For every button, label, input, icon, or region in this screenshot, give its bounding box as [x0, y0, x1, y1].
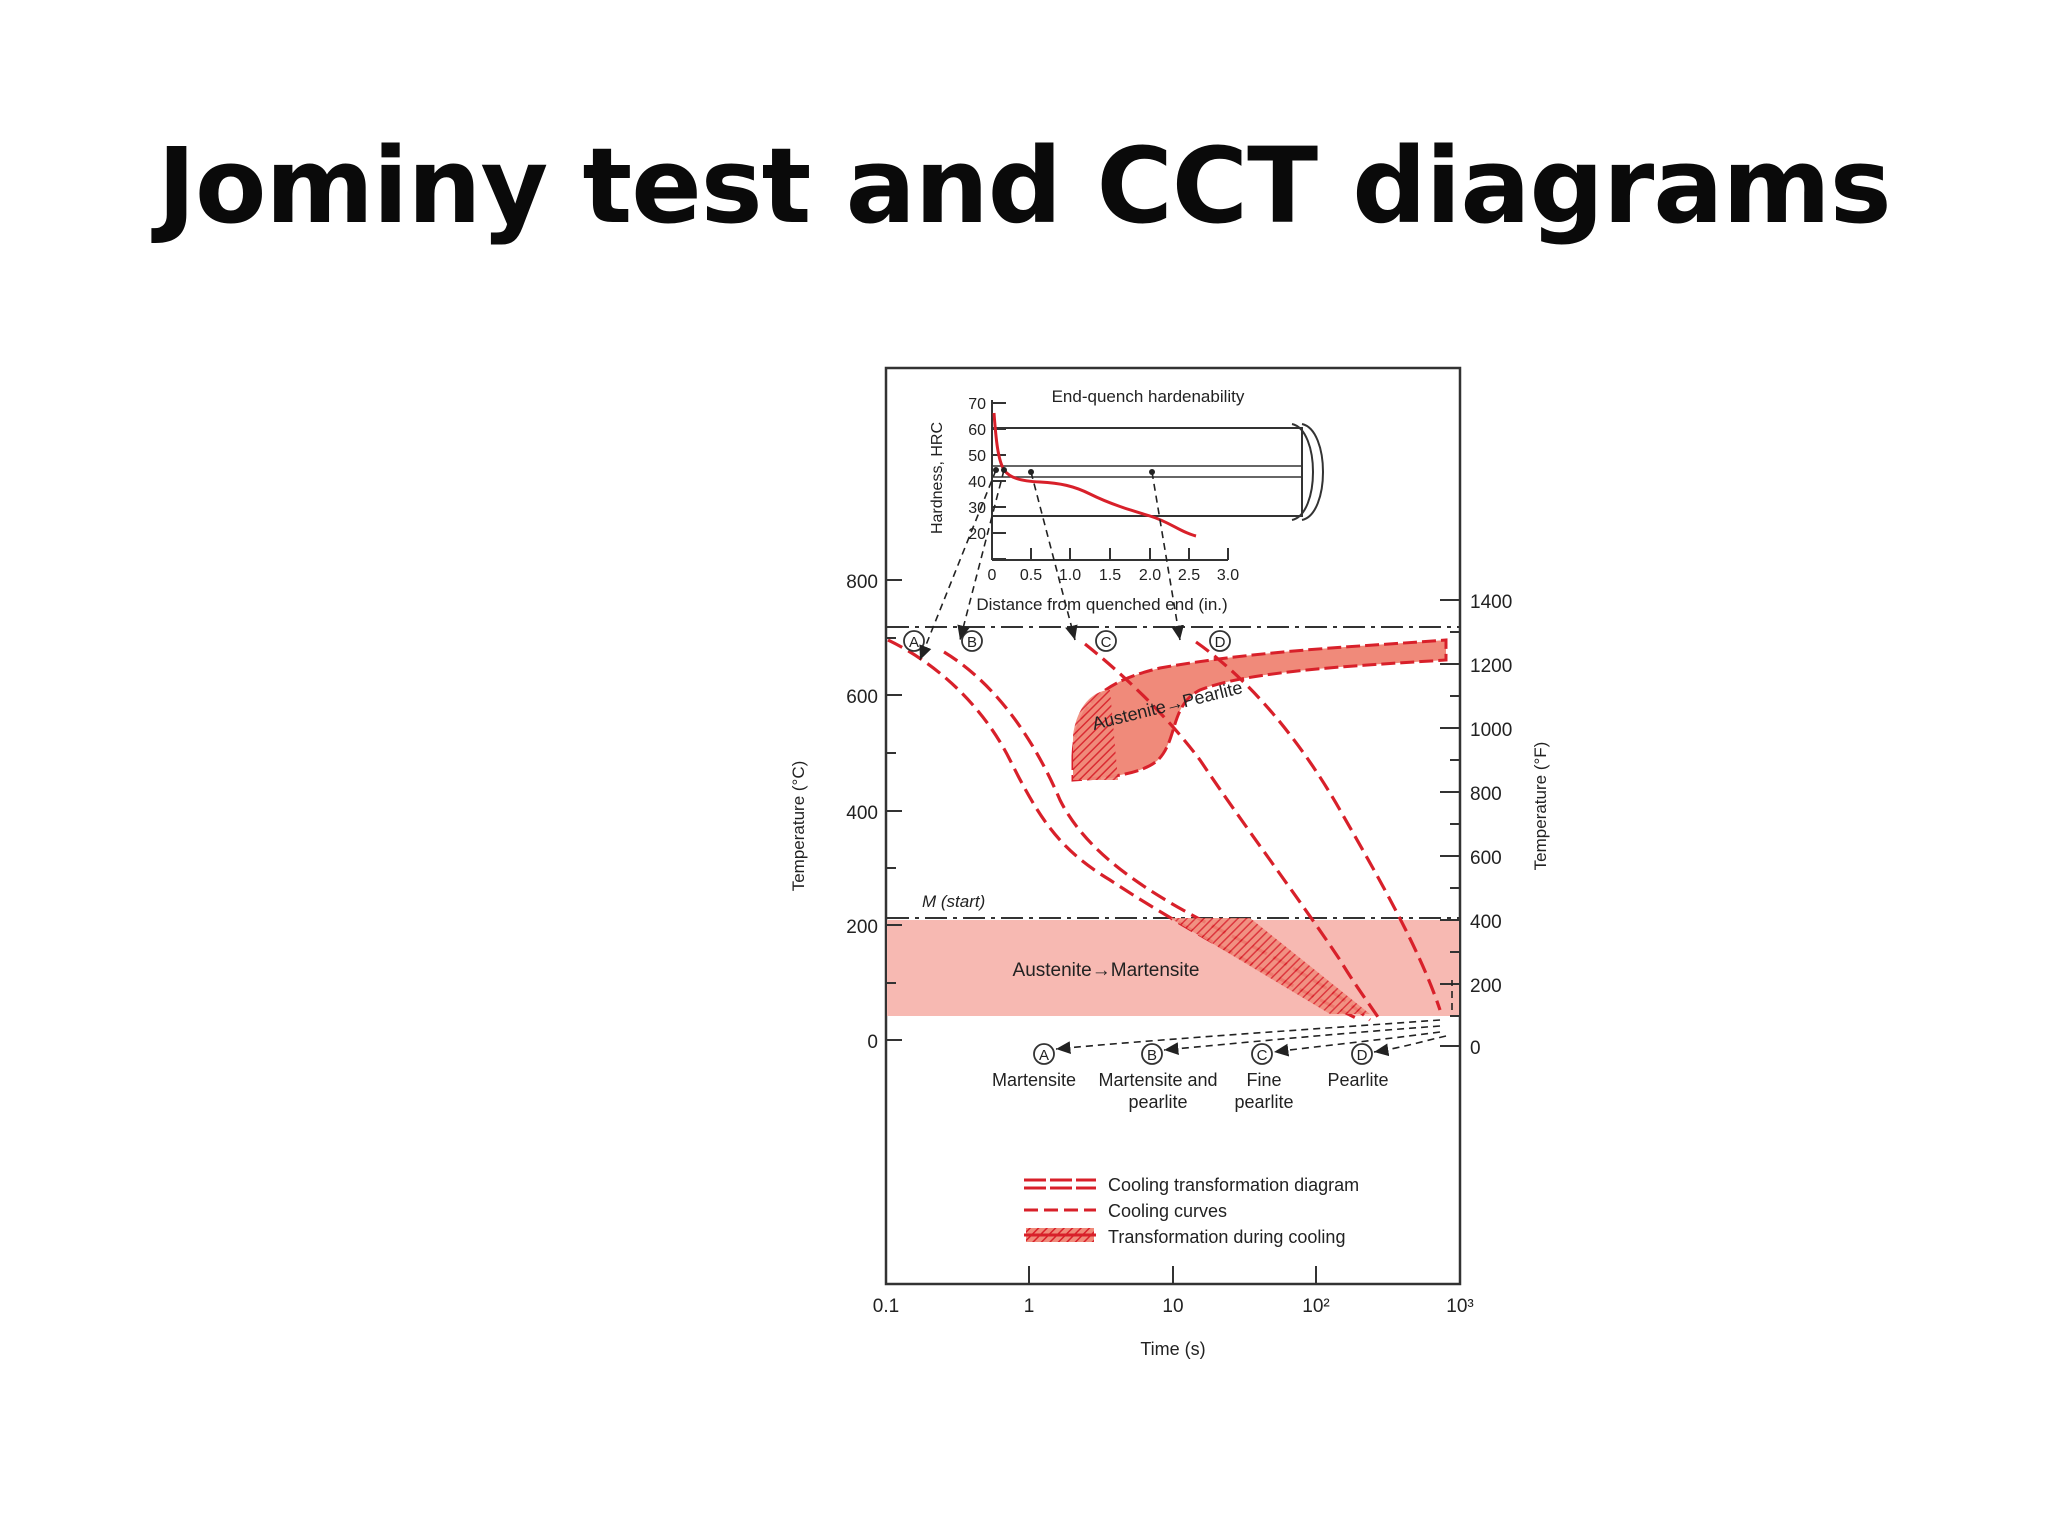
inset-x-tick-2-5: 2.5 — [1178, 567, 1200, 584]
jominy-link-c — [1030, 471, 1078, 641]
y-tick-f-1200: 1200 — [1470, 656, 1512, 677]
y-tick-f-400: 400 — [1470, 912, 1502, 933]
inset-title: End-quench hardenability — [1052, 387, 1245, 406]
legend-cct: Cooling transformation diagram — [1108, 1175, 1359, 1195]
inset-x-tick-0-5: 0.5 — [1020, 567, 1042, 584]
curve-marker-a: A — [909, 634, 919, 651]
y-tick-c-200: 200 — [846, 917, 878, 938]
y-tick-f-800: 800 — [1470, 784, 1502, 805]
y-tick-c-0: 0 — [867, 1032, 878, 1053]
cooling-curve-c — [1084, 642, 1382, 1021]
hardness-curve — [992, 412, 1197, 538]
x-tick-100: 10² — [1302, 1296, 1329, 1317]
x-tick-1: 1 — [1024, 1296, 1035, 1317]
product-label-c: Fine pearlite — [1234, 1070, 1293, 1112]
inset-y-label: Hardness, HRC — [929, 422, 946, 534]
arrow-to-product-c — [1273, 1031, 1441, 1057]
inset-y-tick-40: 40 — [968, 474, 986, 491]
x-tick-10: 10 — [1162, 1296, 1183, 1317]
legend-transformation: Transformation during cooling — [1108, 1227, 1345, 1247]
y-axis-label-left: Temperature (°C) — [789, 761, 808, 892]
product-label-a: Martensite — [992, 1070, 1076, 1090]
x-axis-label: Time (s) — [1140, 1339, 1205, 1359]
pearlite-hatch — [1073, 690, 1118, 780]
jominy-link-d — [1151, 471, 1184, 641]
arrow-to-product-d — [1373, 1035, 1447, 1057]
product-marker-a: A — [1039, 1047, 1049, 1064]
product-marker-c: C — [1257, 1047, 1268, 1064]
cooling-curve-b — [943, 650, 1372, 1022]
m-start-label: M (start) — [922, 892, 985, 911]
x-tick-0-1: 0.1 — [873, 1296, 899, 1317]
product-label-d: Pearlite — [1327, 1070, 1388, 1090]
inset-x-label: Distance from quenched end (in.) — [976, 595, 1227, 614]
martensite-region-label: Austenite→Martensite — [1013, 960, 1200, 981]
y-tick-f-1400: 1400 — [1470, 592, 1512, 613]
curve-marker-c: C — [1101, 634, 1112, 651]
y-tick-c-400: 400 — [846, 803, 878, 824]
slide-title: Jominy test and CCT diagrams — [157, 125, 1891, 247]
product-marker-d: D — [1357, 1047, 1368, 1064]
jominy-link-b — [957, 469, 1005, 641]
x-tick-1000: 10³ — [1446, 1296, 1473, 1317]
y-axis-label-right: Temperature (°F) — [1531, 742, 1550, 871]
y-tick-f-0: 0 — [1470, 1038, 1481, 1059]
transformation-hatch-martensite — [1170, 918, 1370, 1014]
product-label-c-line1: Fine — [1246, 1070, 1281, 1090]
y-tick-f-200: 200 — [1470, 976, 1502, 997]
product-label-b-line2: pearlite — [1128, 1092, 1187, 1112]
arrow-to-product-a — [1055, 1019, 1441, 1054]
product-marker-b: B — [1147, 1047, 1157, 1064]
inset-y-tick-60: 60 — [968, 422, 986, 439]
product-label-b: Martensite and pearlite — [1098, 1070, 1217, 1112]
legend — [1024, 1178, 1096, 1242]
inset-x-tick-1-0: 1.0 — [1059, 567, 1081, 584]
arrow-to-product-b — [1163, 1025, 1441, 1056]
inset-x-tick-1-5: 1.5 — [1099, 567, 1121, 584]
y-tick-c-800: 800 — [846, 572, 878, 593]
inset-y-tick-20: 20 — [968, 526, 986, 543]
inset-x-tick-0: 0 — [988, 567, 997, 584]
legend-cooling-curves: Cooling curves — [1108, 1201, 1227, 1221]
inset-x-tick-3-0: 3.0 — [1217, 567, 1239, 584]
jominy-link-a — [919, 469, 997, 661]
inset-hardenability — [919, 400, 1324, 661]
curve-marker-d: D — [1215, 634, 1226, 651]
product-label-c-line2: pearlite — [1234, 1092, 1293, 1112]
y-tick-f-1000: 1000 — [1470, 720, 1512, 741]
inset-y-tick-30: 30 — [968, 500, 986, 517]
pearlite-transformation-region — [1071, 638, 1448, 782]
y-tick-c-600: 600 — [846, 687, 878, 708]
y-tick-f-600: 600 — [1470, 848, 1502, 869]
cooling-curve-a — [887, 638, 1361, 1022]
product-label-b-line1: Martensite and — [1098, 1070, 1217, 1090]
curve-marker-b: B — [967, 634, 977, 651]
inset-y-tick-70: 70 — [968, 396, 986, 413]
inset-x-tick-2-0: 2.0 — [1139, 567, 1161, 584]
martensite-band — [887, 920, 1459, 1016]
inset-y-tick-50: 50 — [968, 448, 986, 465]
cooling-curve-d — [1195, 640, 1442, 1011]
